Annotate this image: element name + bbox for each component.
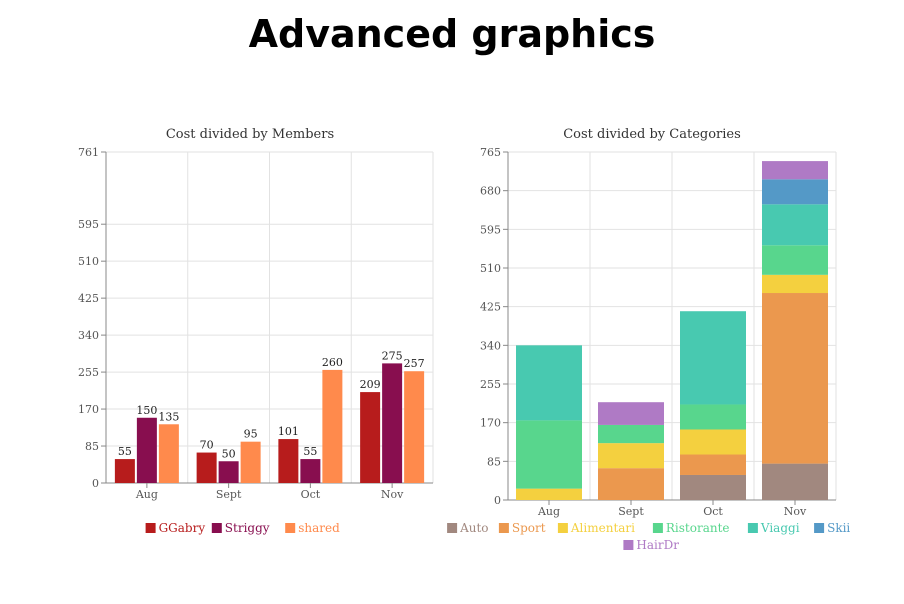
categories-ytick-label: 765 [480, 146, 501, 159]
members-data-label: 135 [158, 410, 179, 423]
categories-legend-label: Alimentari [570, 521, 635, 535]
members-legend-label: Striggy [225, 521, 270, 535]
members-xtick-label: Aug [135, 488, 158, 501]
categories-ytick-label: 680 [480, 185, 501, 198]
categories-xtick-label: Nov [784, 505, 807, 518]
members-ytick-label: 85 [85, 440, 99, 453]
categories-ytick-label: 340 [480, 339, 501, 352]
categories-xtick-label: Oct [703, 505, 723, 518]
members-bar [278, 439, 299, 483]
categories-bar-segment [598, 468, 664, 500]
members-data-label: 260 [322, 356, 343, 369]
categories-bar-segment [680, 454, 746, 475]
categories-bar-segment [762, 179, 828, 205]
categories-ytick-label: 510 [480, 262, 501, 275]
members-data-label: 150 [136, 404, 157, 417]
members-ytick-label: 0 [92, 477, 99, 490]
members-legend-label: GGabry [159, 521, 206, 535]
members-legend-label: shared [298, 521, 340, 535]
categories-bar-segment [680, 429, 746, 455]
categories-legend-swatch [498, 523, 509, 533]
categories-bar-segment [598, 443, 664, 469]
members-ytick-label: 510 [78, 255, 99, 268]
members-data-label: 50 [222, 447, 236, 460]
categories-bar-segment [516, 420, 582, 489]
members-ytick-label: 761 [78, 146, 99, 159]
categories-ytick-label: 595 [480, 223, 501, 236]
categories-bar-segment [762, 274, 828, 294]
categories-bar-segment [598, 402, 664, 425]
members-bar [322, 369, 343, 483]
categories-xtick-label: Sept [618, 505, 644, 518]
members-bar [218, 461, 239, 483]
members-xtick-label: Oct [301, 488, 321, 501]
categories-bar-segment [680, 311, 746, 405]
members-legend-swatch [211, 523, 222, 533]
categories-legend-label: Sport [512, 521, 546, 535]
members-legend-swatch [285, 523, 296, 533]
categories-bar-segment [762, 293, 828, 464]
categories-legend-label: Auto [459, 521, 488, 535]
categories-legend-swatch [652, 523, 663, 533]
categories-legend-swatch [747, 523, 758, 533]
chart-title-members: Cost divided by Members [166, 127, 334, 142]
categories-bar-segment [598, 424, 664, 444]
members-xtick-label: Nov [381, 488, 404, 501]
categories-ytick-label: 255 [480, 378, 501, 391]
members-ytick-label: 595 [78, 218, 99, 231]
members-data-label: 55 [118, 445, 132, 458]
members-bar [382, 363, 403, 483]
categories-legend-swatch [814, 523, 825, 533]
members-data-label: 95 [244, 428, 258, 441]
members-legend-swatch [145, 523, 156, 533]
members-ytick-label: 170 [78, 403, 99, 416]
categories-ytick-label: 170 [480, 417, 501, 430]
members-bar [360, 392, 381, 483]
categories-bar-segment [680, 474, 746, 500]
members-data-label: 209 [360, 378, 381, 391]
members-bar [136, 417, 157, 483]
members-data-label: 275 [382, 349, 403, 362]
categories-ytick-label: 0 [494, 494, 501, 507]
categories-legend-label: Skii [827, 521, 850, 535]
members-data-label: 101 [278, 425, 299, 438]
members-data-label: 70 [200, 439, 214, 452]
members-data-label: 55 [303, 445, 317, 458]
members-bar [158, 424, 179, 483]
categories-ytick-label: 425 [480, 301, 501, 314]
categories-legend-swatch [557, 523, 568, 533]
members-ytick-label: 255 [78, 366, 99, 379]
members-bar [300, 459, 321, 483]
categories-bar-segment [762, 161, 828, 180]
categories-legend-label: Viaggi [760, 521, 800, 535]
members-xtick-label: Sept [216, 488, 242, 501]
categories-bar-segment [762, 245, 828, 275]
categories-legend-swatch [447, 523, 458, 533]
categories-legend-label: HairDr [636, 538, 679, 552]
categories-bar-segment [680, 404, 746, 430]
categories-legend-label: Ristorante [666, 521, 730, 535]
categories-xtick-label: Aug [537, 505, 560, 518]
members-bar [404, 371, 425, 483]
categories-bar-segment [516, 488, 582, 500]
members-ytick-label: 425 [78, 292, 99, 305]
categories-bar-segment [516, 345, 582, 421]
members-bar [114, 459, 135, 483]
members-bar [240, 441, 261, 483]
chart-title-categories: Cost divided by Categories [563, 127, 741, 142]
members-data-label: 257 [404, 357, 425, 370]
categories-bar-segment [762, 204, 828, 246]
page-title: Advanced graphics [248, 12, 656, 56]
members-bar [196, 452, 217, 483]
categories-bar-segment [762, 463, 828, 500]
categories-ytick-label: 85 [487, 455, 501, 468]
categories-legend-swatch [623, 540, 634, 550]
members-ytick-label: 340 [78, 329, 99, 342]
